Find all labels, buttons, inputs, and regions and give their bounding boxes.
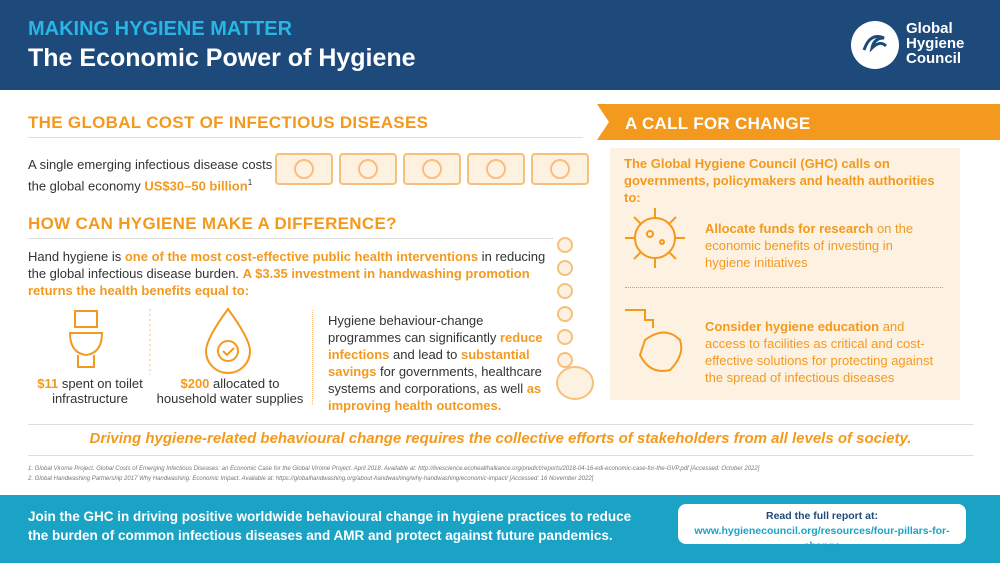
subtitle: MAKING HYGIENE MATTER [28,18,293,40]
item-amount: $200 [180,376,210,391]
bills [275,153,589,185]
text: A single emerging infectious disease cos… [28,157,273,194]
rule [28,137,583,138]
item-icons [68,307,252,375]
logo-line: Hygiene [906,35,965,52]
action-text: on the economic benefits of investing in… [705,221,914,270]
item: $200 allocated to household water suppli… [155,376,305,406]
action-text: and access to facilities as critical and… [705,319,934,385]
item-text: spent on toilet infrastructure [52,376,143,406]
text: in reducing the global infectious diseas… [28,249,546,281]
link[interactable]: www.hygienecouncil.org/resources/four-pi… [694,525,950,552]
highlight: A $3.35 investment in handwashing promot… [28,266,530,298]
call-intro: The Global Hygiene Council (GHC) calls o… [624,156,935,205]
heading: HOW CAN HYGIENE MAKE A DIFFERENCE? [28,214,397,233]
banner: Driving hygiene-related behavioural chan… [89,430,912,447]
footer-text: Join the GHC in driving positive worldwi… [28,509,632,543]
programmes-text: Hygiene behaviour-change programmes can … [328,312,543,414]
title: The Economic Power of Hygiene [28,44,416,72]
action: Consider hygiene education and access to… [705,318,945,386]
divider [312,310,313,405]
logo-icon [851,21,899,69]
cost-text: A single emerging infectious disease cos… [28,156,278,195]
call-tab [597,104,1000,140]
logo-line: Global [906,20,953,37]
highlight: one of the most cost-effective public he… [124,249,479,264]
call-icons [625,208,685,372]
logo-text: Global Hygiene Council [906,21,964,66]
text: Hand hygiene is [28,249,125,264]
reference: 2. Global Handwashing Partnership 2017 W… [28,476,594,482]
link-label: Read the full report at: [765,510,878,522]
text: and lead to [389,347,461,362]
difference-text: Hand hygiene is one of the most cost-eff… [28,248,548,299]
header [0,0,1000,90]
text: Hygiene behaviour-change programmes can … [328,313,500,345]
rule [28,238,553,239]
heading: A CALL FOR CHANGE [625,114,811,133]
link-box[interactable]: Read the full report at: www.hygienecounc… [678,504,966,552]
highlight: as improving health outcomes. [328,381,542,413]
highlight: US$30–50 billion [144,178,248,194]
item-amount: $11 [37,376,59,391]
highlight: reduce infections [328,330,543,362]
logo-line: Council [906,50,961,67]
item-text: allocated to household water supplies [156,376,304,406]
text: for governments, healthcare systems and … [328,364,542,396]
action: Allocate funds for research on the econo… [705,220,935,271]
footnote-ref: 1 [247,178,253,187]
divider [625,287,943,288]
highlight: substantial savings [328,347,530,379]
heading: THE GLOBAL COST OF INFECTIOUS DISEASES [28,113,429,132]
action-lead: Allocate funds for research [705,221,874,236]
banner-rules [28,424,973,456]
item: $11 spent on toilet infrastructure [30,376,150,406]
call-panel [610,148,960,400]
coins [556,237,594,400]
action-lead: Consider hygiene education [705,319,880,334]
reference: 1. Global Virome Project. Global Costs o… [28,466,760,472]
references: 1. Global Virome Project. Global Costs o… [28,464,968,484]
